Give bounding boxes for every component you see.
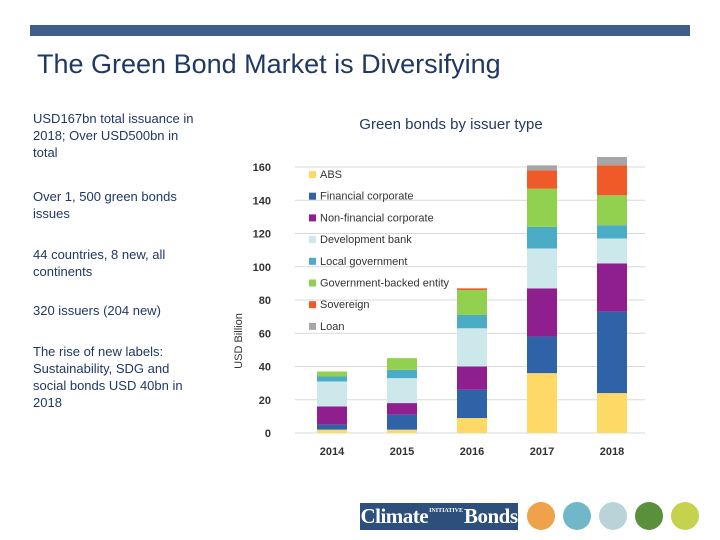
bar-segment-government-backed-entity	[387, 358, 417, 370]
bar-segment-government-backed-entity	[457, 290, 487, 315]
forest-tree-icon	[635, 502, 663, 530]
chart-title: Green bonds by issuer type	[359, 116, 542, 133]
y-tick-label: 100	[253, 262, 271, 274]
y-axis-label: USD Billion	[233, 313, 245, 369]
y-tick-label: 60	[259, 328, 271, 340]
energy-bulb-icon	[527, 502, 555, 530]
bar-segment-non-financial-corporate	[387, 403, 417, 415]
bar-segment-financial-corporate	[527, 336, 557, 374]
water-drop-icon	[599, 502, 627, 530]
transport-bus-icon	[563, 502, 591, 530]
bar-segment-development-bank	[387, 378, 417, 404]
bar-segment-sovereign	[597, 165, 627, 196]
slide-title: The Green Bond Market is Diversifying	[37, 49, 501, 79]
theme-icon-row	[527, 502, 702, 532]
y-tick-label: 20	[259, 395, 271, 407]
y-tick-label: 160	[253, 162, 271, 174]
bar-segment-local-government	[317, 376, 347, 382]
y-tick-label: 80	[259, 295, 271, 307]
bar-segment-development-bank	[317, 381, 347, 407]
bar-segment-non-financial-corporate	[527, 288, 557, 337]
bar-segment-government-backed-entity	[597, 195, 627, 226]
x-tick-label: 2014	[320, 446, 345, 458]
bar-segment-sovereign	[457, 288, 487, 291]
header-bar	[30, 25, 690, 36]
bullet-text: The rise of new labels: Sustainability, …	[33, 344, 183, 410]
legend-swatch	[309, 214, 316, 222]
legend-swatch	[309, 301, 316, 309]
bullet-text: Over 1, 500 green bonds issues	[33, 189, 177, 221]
legend-label: Development bank	[320, 234, 412, 246]
legend-label: Government-backed entity	[320, 278, 450, 290]
bar-segment-abs	[317, 429, 347, 433]
bar-segment-local-government	[387, 369, 417, 379]
legend-swatch	[309, 171, 316, 178]
legend-label: ABS	[320, 169, 342, 181]
bar-segment-financial-corporate	[597, 311, 627, 394]
bar-segment-abs	[387, 429, 417, 433]
bar-segment-development-bank	[457, 328, 487, 367]
bar-segment-loan	[597, 157, 627, 166]
legend-swatch	[309, 192, 316, 200]
y-tick-label: 40	[259, 362, 271, 374]
legend-label: Financial corporate	[320, 191, 414, 203]
bar-segment-government-backed-entity	[317, 371, 347, 377]
y-tick-label: 120	[253, 229, 271, 241]
bullet-text: 44 countries, 8 new, all continents	[33, 247, 166, 279]
bar-segment-financial-corporate	[317, 424, 347, 430]
bar-segment-local-government	[597, 225, 627, 239]
bar-segment-government-backed-entity	[527, 188, 557, 227]
bar-segment-local-government	[527, 226, 557, 249]
green-bonds-chart: Green bonds by issuer type USD Billion 0…	[233, 116, 645, 458]
x-tick-label: 2016	[460, 446, 484, 458]
legend-label: Local government	[320, 256, 407, 268]
bar-segment-non-financial-corporate	[457, 366, 487, 390]
y-tick-label: 140	[253, 195, 271, 207]
y-tick-label: 0	[265, 428, 271, 440]
bar-segment-abs	[457, 418, 487, 433]
bar-segment-financial-corporate	[387, 414, 417, 430]
climate-bonds-logo: ClimateINITIATIVEBonds	[360, 503, 518, 530]
bullet-text: USD167bn total issuance in 2018; Over US…	[33, 111, 194, 160]
legend-swatch	[309, 257, 316, 265]
legend-swatch	[309, 322, 316, 330]
agriculture-plant-icon	[671, 502, 699, 530]
legend-swatch	[309, 279, 316, 287]
bar-segment-loan	[527, 165, 557, 171]
bar-segment-non-financial-corporate	[597, 263, 627, 312]
legend-label: Non-financial corporate	[320, 212, 434, 224]
bar-segment-abs	[597, 393, 627, 433]
bullet-text: 320 issuers (204 new)	[33, 303, 161, 318]
legend-swatch	[309, 236, 316, 244]
x-tick-label: 2017	[530, 446, 554, 458]
bar-segment-local-government	[457, 314, 487, 329]
bar-segment-non-financial-corporate	[317, 406, 347, 425]
legend-label: Loan	[320, 321, 344, 333]
bar-segment-sovereign	[527, 170, 557, 189]
bar-segment-development-bank	[527, 248, 557, 289]
bar-segment-abs	[527, 373, 557, 433]
legend-label: Sovereign	[320, 299, 370, 311]
bar-segment-financial-corporate	[457, 389, 487, 419]
x-tick-label: 2015	[390, 446, 414, 458]
bar-segment-development-bank	[597, 238, 627, 264]
x-tick-label: 2018	[600, 446, 624, 458]
